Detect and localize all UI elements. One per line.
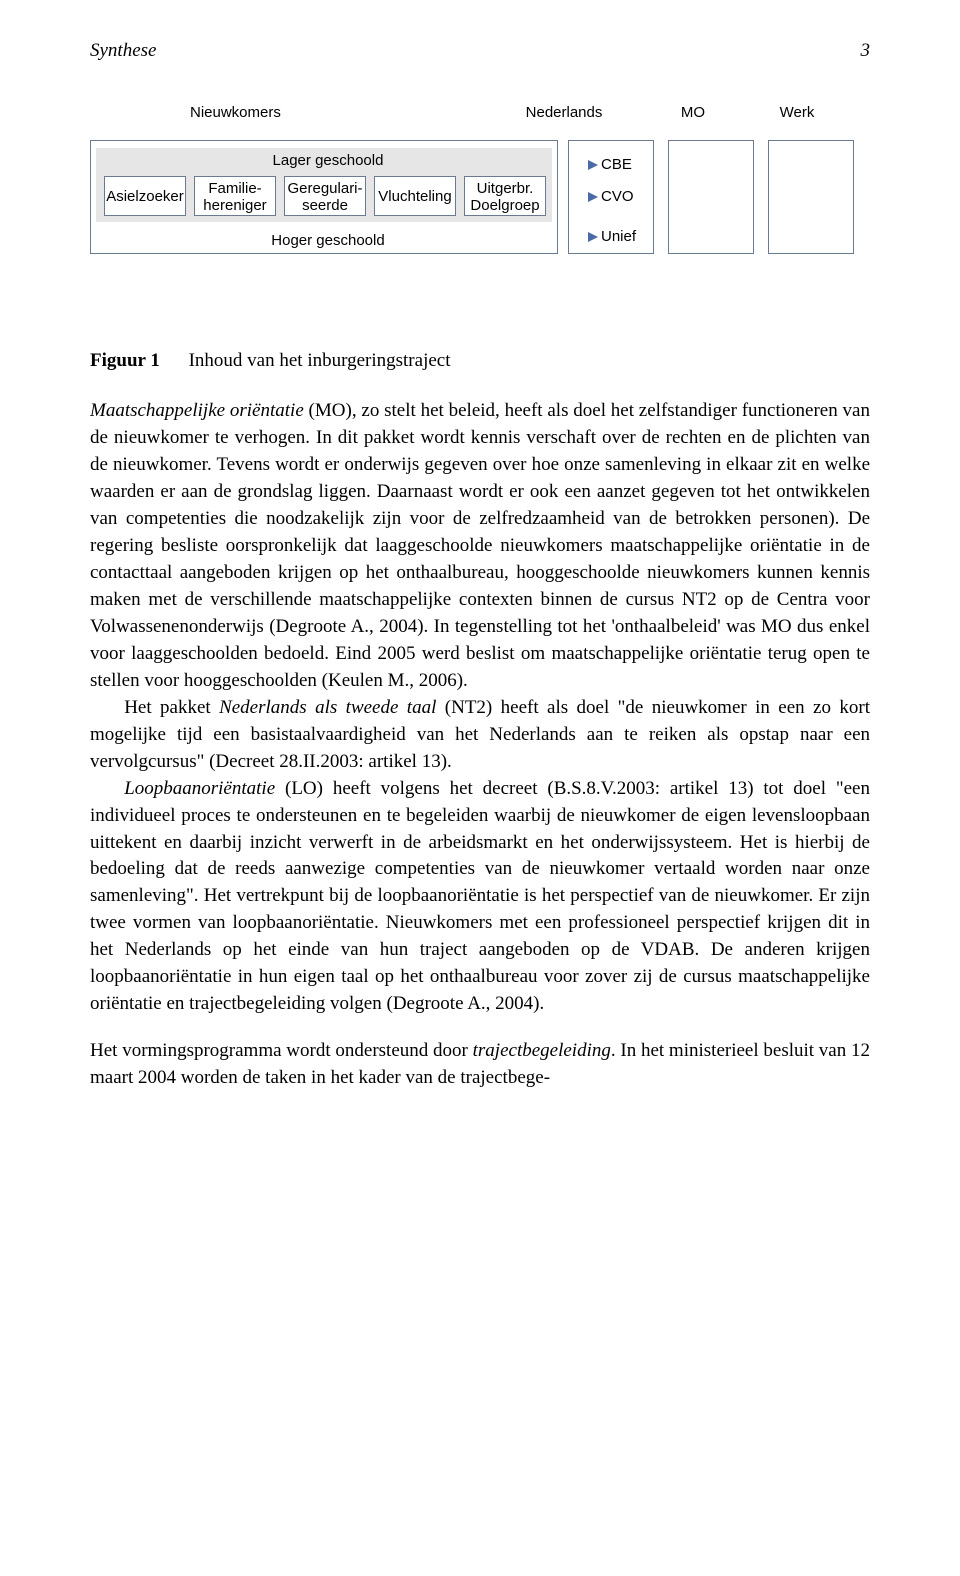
p4-a: Het vormingsprogramma wordt ondersteund … xyxy=(90,1040,473,1061)
lager-geschoold-label: Lager geschoold xyxy=(258,152,398,169)
p3-italic: Loopbaanoriëntatie xyxy=(124,778,275,799)
arrow-unief-icon xyxy=(588,232,598,242)
arrow-cvo-icon xyxy=(588,192,598,202)
paragraph-1: Maatschappelijke oriëntatie (MO), zo ste… xyxy=(90,398,870,695)
body-text: Maatschappelijke oriëntatie (MO), zo ste… xyxy=(90,398,870,1092)
subbox-doelgroep-label: Uitgerbr. Doelgroep xyxy=(464,180,546,215)
right-box-2 xyxy=(668,140,754,254)
paragraph-3: Loopbaanoriëntatie (LO) heeft volgens he… xyxy=(90,776,870,1019)
inburgering-diagram: Nieuwkomers Nederlands MO Werk Lager ges… xyxy=(90,90,870,320)
running-header: Synthese 3 xyxy=(90,40,870,62)
label-cbe: CBE xyxy=(601,156,641,173)
p3-body: (LO) heeft volgens het decreet (B.S.8.V.… xyxy=(90,778,870,1015)
paragraph-2: Het pakket Nederlands als tweede taal (N… xyxy=(90,695,870,776)
p2-a: Het pakket xyxy=(124,697,219,718)
p2-italic: Nederlands als tweede taal xyxy=(219,697,436,718)
subbox-familiehereniger-label: Familie- hereniger xyxy=(194,180,276,215)
header-page-number: 3 xyxy=(861,40,871,62)
figure-caption-text: Inhoud van het inburgeringstraject xyxy=(189,350,451,371)
subbox-asielzoeker-label: Asielzoeker xyxy=(104,188,186,205)
right-box-3 xyxy=(768,140,854,254)
label-cvo: CVO xyxy=(601,188,641,205)
header-left: Synthese xyxy=(90,40,156,62)
top-label-mo: MO xyxy=(673,104,713,121)
p4-italic: trajectbegeleiding xyxy=(473,1040,611,1061)
p1-body: (MO), zo stelt het beleid, heeft als doe… xyxy=(90,400,870,691)
top-label-nederlands: Nederlands xyxy=(522,104,606,121)
top-label-nieuwkomers: Nieuwkomers xyxy=(190,104,276,121)
figure-caption: Figuur 1 Inhoud van het inburgeringstraj… xyxy=(90,350,870,372)
label-unief: Unief xyxy=(601,228,641,245)
figure-number: Figuur 1 xyxy=(90,350,160,371)
top-label-werk: Werk xyxy=(775,104,819,121)
arrow-cbe-icon xyxy=(588,160,598,170)
paragraph-4: Het vormingsprogramma wordt ondersteund … xyxy=(90,1038,870,1092)
subbox-geregulariseerde-label: Geregulari- seerde xyxy=(284,180,366,215)
subbox-vluchteling-label: Vluchteling xyxy=(374,188,456,205)
p1-italic: Maatschappelijke oriëntatie xyxy=(90,400,304,421)
page: Synthese 3 Nieuwkomers Nederlands MO Wer… xyxy=(0,0,960,1576)
hoger-geschoold-label: Hoger geschoold xyxy=(258,232,398,249)
